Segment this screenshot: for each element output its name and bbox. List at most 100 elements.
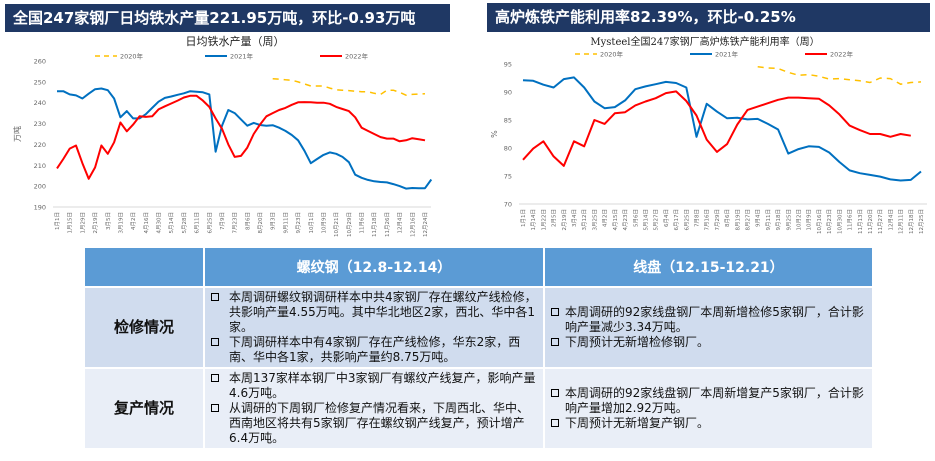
legend-label: 2020年 — [120, 52, 144, 61]
x-tick-label: 4月15日 — [612, 209, 619, 231]
x-tick-label: 11月26日 — [384, 212, 391, 237]
y-tick-label: 70 — [504, 201, 512, 209]
x-tick-label: 5月27日 — [653, 209, 660, 231]
row-label: 复产情况 — [85, 369, 203, 448]
y-tick-label: 75 — [504, 173, 512, 181]
series-line-2021年 — [522, 76, 922, 182]
checkbox-bullet-icon — [551, 308, 559, 316]
x-tick-label: 5月6日 — [632, 209, 639, 227]
x-tick-label: 8月19日 — [734, 209, 741, 231]
x-tick-label: 9月3日 — [270, 212, 277, 230]
x-tick-label: 3月25日 — [591, 209, 598, 231]
x-tick-label: 9月18日 — [775, 209, 782, 231]
x-tick-label: 9月11日 — [765, 209, 772, 231]
chart-title: 日均铁水产量（周） — [186, 34, 285, 48]
x-tick-label: 3月5日 — [105, 212, 112, 230]
y-tick-label: 200 — [34, 183, 46, 191]
y-tick-label: 230 — [34, 120, 46, 128]
y-tick-label: 80 — [504, 145, 512, 153]
x-tick-label: 1月22日 — [540, 209, 547, 231]
bullet-text: 下周调研样本中有4家钢厂存在产线检修，华东2家，西南、华中各1家，共影响产量约8… — [229, 335, 521, 364]
x-tick-label: 2月5日 — [551, 209, 558, 227]
bullet-text: 本周137家样本钢厂中3家钢厂有螺纹产线复产，影响产量4.6万吨。 — [229, 371, 536, 400]
x-tick-label: 11月27日 — [877, 209, 884, 234]
y-axis-label: % — [490, 130, 499, 138]
checkbox-bullet-icon — [211, 338, 219, 346]
checkbox-bullet-icon — [551, 338, 559, 346]
x-tick-label: 10月1日 — [308, 212, 315, 234]
y-tick-label: 220 — [34, 141, 46, 149]
bullet-item: 本周137家样本钢厂中3家钢厂有螺纹产线复产，影响产量4.6万吨。 — [211, 371, 537, 401]
bullet-item: 下周预计无新增检修钢厂。 — [551, 335, 866, 350]
bullet-text: 本周调研的92家线盘钢厂本周新增检修5家钢厂，合计影响产量减少3.34万吨。 — [565, 305, 864, 334]
x-tick-label: 1月1日 — [54, 212, 61, 230]
table-row: 检修情况 本周调研螺纹钢调研样本中共4家钢厂存在螺纹产线检修，共影响产量4.55… — [85, 288, 872, 367]
x-tick-label: 9月25日 — [785, 209, 792, 231]
x-tick-label: 6月25日 — [683, 209, 690, 231]
x-tick-label: 7月16日 — [704, 209, 711, 231]
x-tick-label: 11月6日 — [359, 212, 366, 234]
x-tick-label: 2月19日 — [561, 209, 568, 231]
table-header-rebar: 螺纹钢（12.8-12.14） — [205, 248, 543, 286]
x-tick-label: 6月11日 — [194, 212, 201, 234]
x-tick-label: 11月13日 — [857, 209, 864, 234]
x-tick-label: 6月17日 — [673, 209, 680, 231]
x-tick-label: 9月4日 — [755, 209, 762, 227]
x-tick-label: 4月23日 — [622, 209, 629, 231]
y-tick-label: 90 — [504, 89, 512, 97]
x-tick-label: 2月19日 — [92, 212, 99, 234]
x-tick-label: 12月4日 — [397, 212, 404, 234]
x-tick-label: 5月14日 — [642, 209, 649, 231]
x-tick-label: 3月12日 — [581, 209, 588, 231]
x-tick-label: 1月15日 — [67, 212, 74, 234]
legend-label: 2022年 — [830, 50, 854, 59]
x-tick-label: 7月9日 — [219, 212, 226, 230]
x-tick-label: 8月20日 — [257, 212, 264, 234]
x-tick-label: 10月21日 — [333, 212, 340, 237]
x-tick-label: 1月14日 — [530, 209, 537, 231]
table-header-blank — [85, 248, 203, 286]
chart-title: Mysteel全国247家钢厂高炉炼铁产能利用率（周） — [590, 35, 819, 48]
bullet-item: 本周调研的92家线盘钢厂本周新增复产5家钢厂，合计影响产量增加2.92万吨。 — [551, 386, 866, 416]
checkbox-bullet-icon — [211, 374, 219, 382]
x-tick-label: 6月4日 — [663, 209, 670, 227]
x-tick-label: 10月9日 — [320, 212, 327, 234]
maintenance-table: 螺纹钢（12.8-12.14） 线盘（12.15-12.21） 检修情况 本周调… — [83, 246, 874, 450]
x-tick-label: 4月30日 — [156, 212, 163, 234]
y-tick-label: 260 — [34, 58, 46, 66]
x-tick-label: 3月4日 — [571, 209, 578, 227]
x-tick-label: 7月29日 — [714, 209, 721, 231]
legend-label: 2022年 — [345, 52, 369, 61]
bullet-text: 下周预计无新增检修钢厂。 — [565, 335, 710, 349]
y-tick-label: 95 — [504, 61, 512, 69]
x-tick-label: 1月1日 — [520, 209, 527, 227]
table-header-row: 螺纹钢（12.8-12.14） 线盘（12.15-12.21） — [85, 248, 872, 286]
x-tick-label: 6月25日 — [206, 212, 213, 234]
bullet-item: 下周调研样本中有4家钢厂存在产线检修，华东2家，西南、华中各1家，共影响产量约8… — [211, 335, 537, 365]
y-tick-label: 190 — [34, 204, 46, 212]
x-tick-label: 12月25日 — [918, 209, 925, 234]
x-tick-label: 9月11日 — [282, 212, 289, 234]
x-tick-label: 4月2日 — [130, 212, 137, 230]
x-tick-label: 12月18日 — [908, 209, 915, 234]
x-tick-label: 10月2日 — [796, 209, 803, 231]
iron-output-chart: 日均铁水产量（周） 万吨 190 200 210 220 230 240 250 260 1月1日 1… — [12, 34, 433, 237]
x-tick-label: 7月8日 — [693, 209, 700, 227]
checkbox-bullet-icon — [211, 293, 219, 301]
x-tick-label: 12月16日 — [409, 212, 416, 237]
x-tick-label: 3月19日 — [117, 212, 124, 234]
x-tick-label: 10月23日 — [826, 209, 833, 234]
row-label: 检修情况 — [85, 288, 203, 367]
series-line-2020年 — [272, 77, 426, 96]
x-tick-label: 10月29日 — [346, 212, 353, 237]
y-tick-label: 250 — [34, 78, 46, 86]
x-tick-label: 5月14日 — [168, 212, 175, 234]
x-tick-label: 7月23日 — [232, 212, 239, 234]
checkbox-bullet-icon — [211, 404, 219, 412]
legend-label: 2021年 — [230, 52, 254, 61]
x-tick-label: 5月28日 — [181, 212, 188, 234]
x-tick-label: 10月9日 — [806, 209, 813, 231]
checkbox-bullet-icon — [551, 419, 559, 427]
bullet-item: 本周调研螺纹钢调研样本中共4家钢厂存在螺纹产线检修，共影响产量4.55万吨。其中… — [211, 290, 537, 335]
y-tick-label: 210 — [34, 162, 46, 170]
